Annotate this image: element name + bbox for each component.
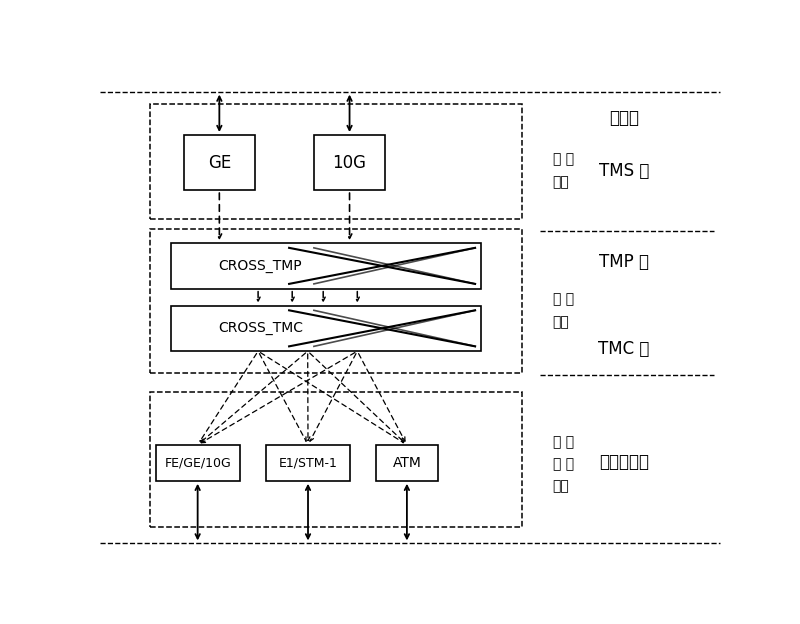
Bar	[376, 445, 438, 481]
Text: ATM: ATM	[393, 456, 422, 470]
Text: 10G: 10G	[333, 154, 366, 172]
Text: E1/STM-1: E1/STM-1	[278, 456, 338, 469]
Text: 交 叉
单元: 交 叉 单元	[553, 292, 574, 329]
Text: 线 路
单元: 线 路 单元	[553, 153, 574, 189]
Text: CROSS_TMP: CROSS_TMP	[218, 259, 302, 273]
Text: 物理层: 物理层	[609, 109, 639, 127]
Text: 客户业务层: 客户业务层	[599, 452, 649, 470]
Text: TMP 层: TMP 层	[599, 253, 649, 271]
Bar	[171, 243, 482, 289]
Text: CROSS_TMC: CROSS_TMC	[218, 321, 302, 335]
Text: GE: GE	[208, 154, 231, 172]
Bar	[171, 306, 482, 351]
Bar	[266, 445, 350, 481]
Text: TMS 层: TMS 层	[598, 162, 649, 180]
Text: FE/GE/10G: FE/GE/10G	[164, 456, 231, 469]
Bar	[156, 445, 239, 481]
Text: 业 务
接 口
单元: 业 务 接 口 单元	[553, 436, 574, 493]
Bar	[150, 104, 522, 219]
Text: TMC 层: TMC 层	[598, 339, 650, 358]
Bar	[150, 228, 522, 373]
Bar	[150, 392, 522, 527]
Bar	[314, 135, 386, 190]
Bar	[184, 135, 255, 190]
